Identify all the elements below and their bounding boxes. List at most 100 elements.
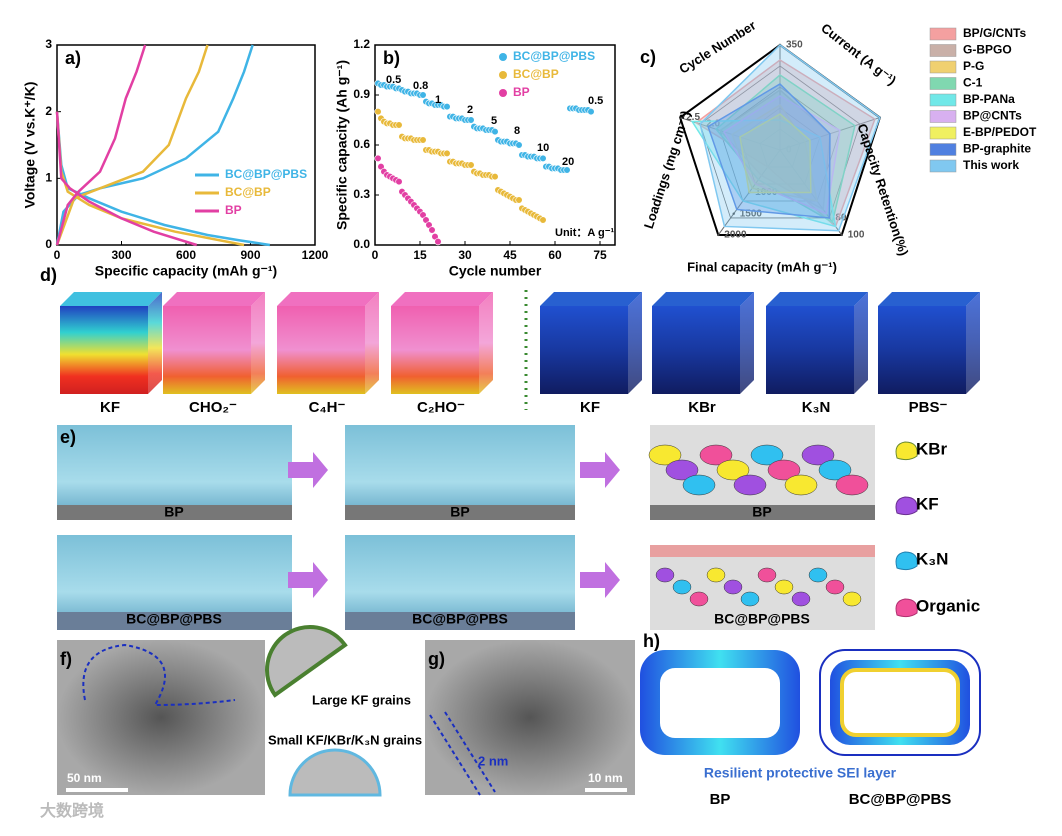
grain bbox=[835, 474, 869, 496]
radar-tick-label: 0 bbox=[786, 145, 792, 156]
legend-swatch bbox=[499, 53, 507, 61]
annotation: 5 bbox=[491, 115, 497, 127]
legend-swatch bbox=[929, 110, 957, 123]
point bbox=[419, 136, 427, 144]
legend-label: This work bbox=[963, 158, 1019, 172]
legend-label: P-G bbox=[963, 59, 984, 73]
legend-swatch bbox=[895, 551, 918, 571]
cube-side bbox=[628, 292, 642, 394]
cube-front bbox=[766, 306, 854, 394]
map-label: KF bbox=[100, 399, 120, 416]
y-tick-label: 1 bbox=[45, 171, 52, 185]
y-axis-label: Specific capacity (Ah g⁻¹) bbox=[334, 60, 350, 230]
watermark: 大数跨境 bbox=[40, 801, 104, 820]
grain bbox=[842, 591, 862, 607]
radar-area bbox=[699, 44, 881, 232]
map-label: C₂HO⁻ bbox=[417, 399, 465, 416]
point bbox=[563, 166, 571, 174]
legend-swatch bbox=[895, 441, 918, 461]
radar-tick-label: 80 bbox=[835, 213, 847, 224]
radar-tick-label: 1500 bbox=[740, 208, 763, 219]
point bbox=[374, 108, 382, 116]
y-tick-label: 0.6 bbox=[353, 137, 370, 151]
caption: BC@BP@PBS bbox=[849, 791, 952, 808]
radar-tick-label: 350 bbox=[786, 40, 803, 51]
plot-frame bbox=[374, 44, 616, 246]
legend-swatch bbox=[929, 159, 957, 173]
legend-swatch bbox=[929, 143, 957, 156]
legend-label: K₃N bbox=[916, 549, 948, 568]
curve bbox=[55, 44, 198, 247]
grain bbox=[682, 474, 716, 496]
annotation: 0.8 bbox=[413, 80, 428, 92]
panel-label: b) bbox=[383, 48, 400, 68]
radar-tick bbox=[732, 212, 735, 215]
cube-front bbox=[652, 306, 740, 394]
point bbox=[467, 116, 475, 124]
x-tick-label: 30 bbox=[458, 248, 472, 262]
cube-top bbox=[60, 292, 162, 306]
radar-tick bbox=[717, 233, 720, 237]
cube-top bbox=[163, 292, 265, 306]
radar-tick bbox=[678, 116, 682, 119]
x-tick-label: 1200 bbox=[302, 248, 329, 262]
x-tick-label: 45 bbox=[503, 248, 517, 262]
cube-front bbox=[277, 306, 365, 394]
cube-top bbox=[391, 292, 493, 306]
grain bbox=[716, 459, 750, 481]
cube-top bbox=[277, 292, 379, 306]
cube-front bbox=[540, 306, 628, 394]
caption: Resilient protective SEI layer bbox=[704, 765, 897, 781]
legend-swatch bbox=[929, 60, 957, 74]
cube-side bbox=[740, 292, 754, 394]
cube-side bbox=[966, 292, 980, 394]
legend-label: KBr bbox=[916, 439, 948, 458]
grain bbox=[767, 459, 801, 481]
panel-label: g) bbox=[428, 649, 445, 669]
curve bbox=[55, 44, 245, 247]
panel-label: a) bbox=[65, 48, 81, 68]
cube-front bbox=[163, 306, 251, 394]
grain bbox=[723, 579, 743, 595]
radar-axis-label: Current (A g⁻¹) bbox=[818, 20, 899, 88]
cube-front bbox=[878, 306, 966, 394]
cube-front bbox=[391, 306, 479, 394]
point bbox=[515, 141, 523, 149]
grain bbox=[672, 579, 692, 595]
cube-top bbox=[540, 292, 642, 306]
grain bbox=[801, 444, 835, 466]
grain bbox=[689, 591, 709, 607]
caption: BP bbox=[164, 504, 183, 520]
cube-top bbox=[878, 292, 980, 306]
y-tick-label: 0.0 bbox=[353, 237, 370, 251]
grain bbox=[699, 444, 733, 466]
cube-side bbox=[251, 292, 265, 394]
radar-ring bbox=[739, 107, 821, 185]
y-tick-label: 0.9 bbox=[353, 87, 370, 101]
x-axis-label: Cycle number bbox=[449, 263, 542, 279]
panel-label: c) bbox=[640, 47, 656, 67]
legend-swatch bbox=[929, 77, 957, 90]
y-tick-label: 0 bbox=[45, 237, 52, 251]
legend-label: BC@BP@PBS bbox=[225, 167, 307, 181]
radar-ring bbox=[699, 65, 861, 219]
cube-side bbox=[479, 292, 493, 394]
radar-ring bbox=[759, 128, 801, 168]
point bbox=[587, 108, 595, 116]
map-label: KF bbox=[580, 399, 600, 416]
point bbox=[434, 238, 442, 246]
grain bbox=[774, 579, 794, 595]
cube-side bbox=[365, 292, 379, 394]
annotation: 20 bbox=[562, 156, 574, 168]
annotation: 10 bbox=[537, 142, 549, 154]
legend-swatch bbox=[499, 89, 507, 97]
plot-frame bbox=[56, 44, 316, 246]
annotation: 0.5 bbox=[386, 74, 401, 86]
annotation: 1 bbox=[435, 94, 441, 106]
y-tick-label: 1.2 bbox=[353, 37, 370, 51]
map-label: PBS⁻ bbox=[909, 399, 948, 416]
grain bbox=[740, 591, 760, 607]
y-tick-label: 3 bbox=[45, 37, 52, 51]
cube-top bbox=[652, 292, 754, 306]
